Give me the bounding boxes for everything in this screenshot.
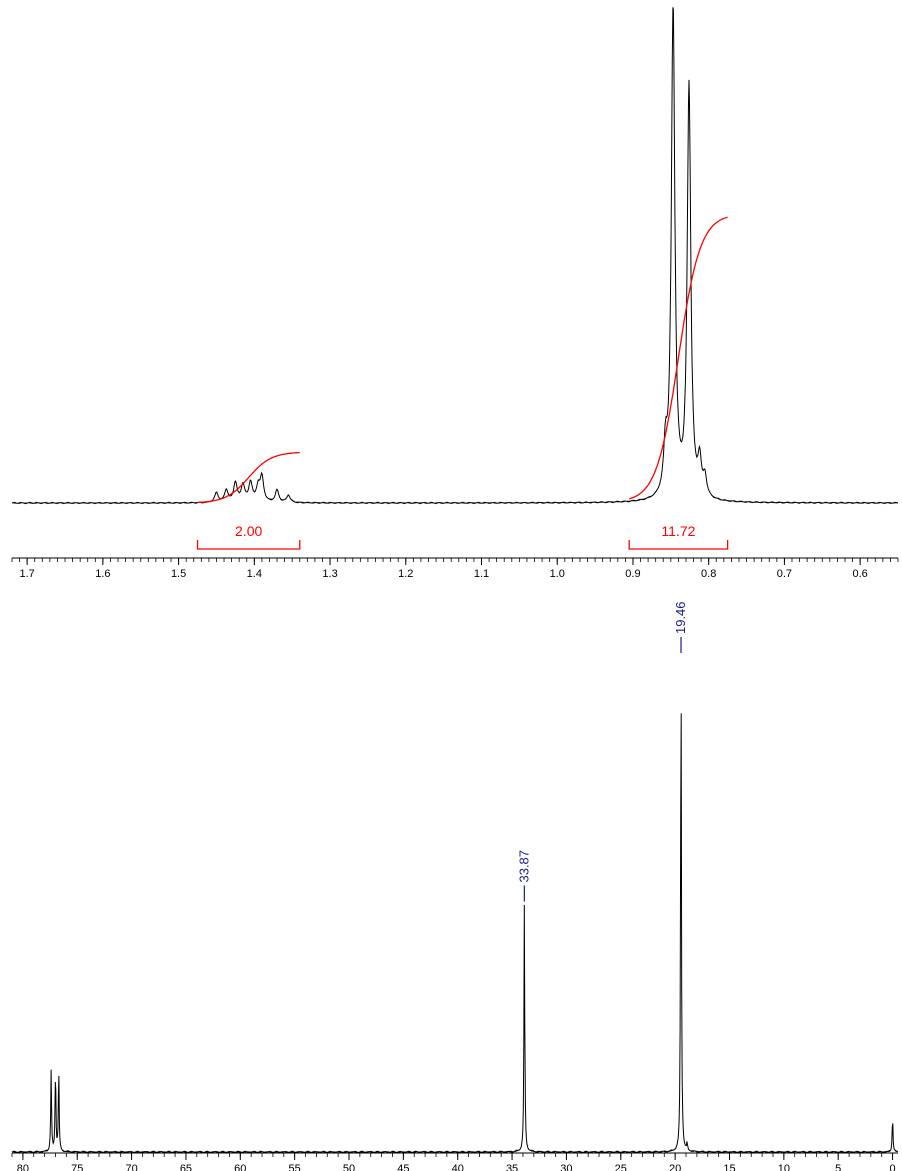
carbon-tick-label: 75 [71, 1163, 83, 1171]
proton-tick-label: 0.9 [625, 568, 640, 580]
carbon-tick-label: 0 [890, 1163, 896, 1171]
carbon-tick-label: 15 [723, 1163, 735, 1171]
carbon-tick-label: 20 [669, 1163, 681, 1171]
carbon-tick-label: 40 [452, 1163, 464, 1171]
proton-tick-label: 1.1 [474, 568, 489, 580]
proton-tick-label: 0.8 [701, 568, 716, 580]
proton-tick-label: 0.7 [777, 568, 792, 580]
carbon-tick-label: 65 [180, 1163, 192, 1171]
proton-tick-label: 0.6 [852, 568, 867, 580]
carbon-tick-label: 30 [560, 1163, 572, 1171]
proton-tick-label: 1.2 [398, 568, 413, 580]
carbon-tick-label: 5 [835, 1163, 841, 1171]
integral-bracket [196, 540, 301, 550]
integral-curve-2 [629, 216, 728, 500]
proton-tick-label: 1.3 [322, 568, 337, 580]
integral-value-label: 2.00 [235, 523, 262, 539]
proton-tick-label: 1.6 [95, 568, 110, 580]
proton-tick-label: 1.7 [19, 568, 34, 580]
integral-value-label: 11.72 [661, 523, 695, 539]
proton-tick-label: 1.4 [247, 568, 262, 580]
proton-spectrum-panel: 1.7 1.6 1.5 1.4 1.3 1.2 1.1 1.0 0.9 0.8 0.7 0.6 2.00… [11, 7, 899, 580]
proton-tick-label: 1.5 [171, 568, 186, 580]
carbon-tick-label: 70 [125, 1163, 137, 1171]
carbon-tick-label: 35 [506, 1163, 518, 1171]
carbon-spectrum-panel: 80 75 70 65 60 55 50 45 40 35 30 25 20 15 10 5 033.8719.… [11, 601, 899, 1171]
integral-bracket [628, 540, 729, 550]
carbon-tick-label: 45 [397, 1163, 409, 1171]
carbon-trace [11, 713, 899, 1154]
carbon-tick-label: 80 [17, 1163, 29, 1171]
proton-tick-label: 1.0 [550, 568, 565, 580]
carbon-tick-label: 60 [234, 1163, 246, 1171]
integral-curve-1 [197, 451, 300, 504]
carbon-tick-label: 25 [615, 1163, 627, 1171]
proton-trace [11, 7, 898, 505]
carbon-tick-label: 50 [343, 1163, 355, 1171]
peak-label: 33.87 [516, 850, 531, 883]
carbon-tick-label: 10 [778, 1163, 790, 1171]
carbon-tick-label: 55 [289, 1163, 301, 1171]
peak-label: 19.46 [673, 601, 688, 634]
